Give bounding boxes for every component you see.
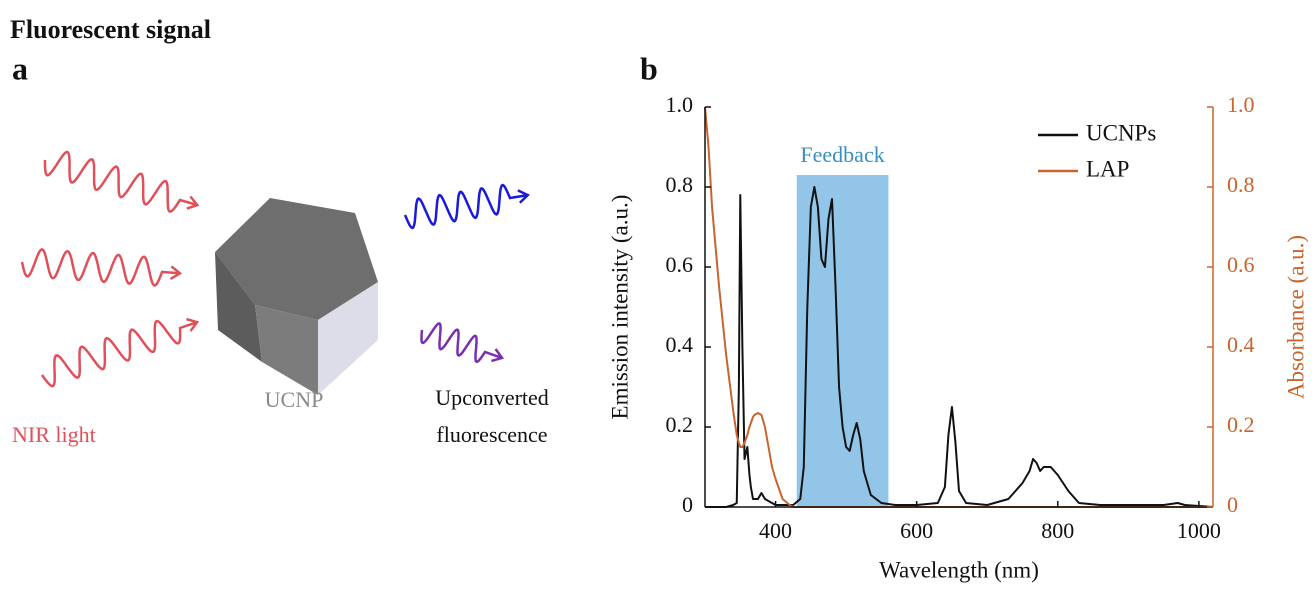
x-tick-label: 1000 [1177, 518, 1221, 543]
ucnp-hexagon [215, 198, 378, 395]
annotation-text: Feedback [800, 142, 884, 167]
x-tick-label: 600 [900, 518, 933, 543]
hex-right [318, 282, 378, 395]
y-tick-label: 0.8 [666, 172, 694, 197]
light-wave [20, 248, 181, 287]
y-tick-label: 0 [682, 492, 693, 517]
y2-tick-label: 0.6 [1227, 252, 1255, 277]
annotation-band [796, 175, 889, 507]
wave-arrowhead [186, 195, 200, 210]
hex-front [255, 305, 318, 395]
wave-arrowhead [169, 265, 183, 280]
hex-left [215, 252, 262, 362]
wave-arrowhead [491, 348, 505, 363]
legend-label: UCNPs [1086, 120, 1156, 145]
light-wave [40, 319, 198, 388]
wave-arrowhead [186, 317, 200, 332]
y2-tick-label: 1.0 [1227, 92, 1255, 117]
panel-label: a [12, 50, 28, 86]
y2-tick-label: 0.8 [1227, 172, 1255, 197]
panel-label: b [640, 50, 658, 86]
y2-tick-label: 0.4 [1227, 332, 1255, 357]
light-wave [43, 150, 198, 213]
x-tick-label: 800 [1041, 518, 1074, 543]
wave-arrowhead [517, 189, 530, 204]
hex-top [215, 198, 378, 320]
output-label: fluorescence [436, 422, 547, 447]
figure-title: Fluorescent signal [10, 15, 211, 44]
y-tick-label: 0.4 [666, 332, 694, 357]
series-line [705, 186, 1214, 508]
y-tick-label: 1.0 [666, 92, 694, 117]
y2-axis-label: Absorbance (a.u.) [1283, 235, 1308, 399]
y-tick-label: 0.6 [666, 252, 694, 277]
y-tick-label: 0.2 [666, 412, 694, 437]
legend-label: LAP [1086, 156, 1129, 181]
y-axis-label: Emission intensity (a.u.) [607, 195, 632, 420]
ucnp-label: UCNP [265, 387, 324, 412]
y2-tick-label: 0 [1227, 492, 1238, 517]
light-wave [403, 183, 528, 230]
y2-tick-label: 0.2 [1227, 412, 1255, 437]
nir-label: NIR light [12, 422, 96, 447]
series-line [704, 106, 1213, 508]
output-label: Upconverted [435, 385, 549, 410]
x-axis-label: Wavelength (nm) [879, 557, 1039, 582]
light-wave [420, 322, 503, 364]
x-tick-label: 400 [759, 518, 792, 543]
